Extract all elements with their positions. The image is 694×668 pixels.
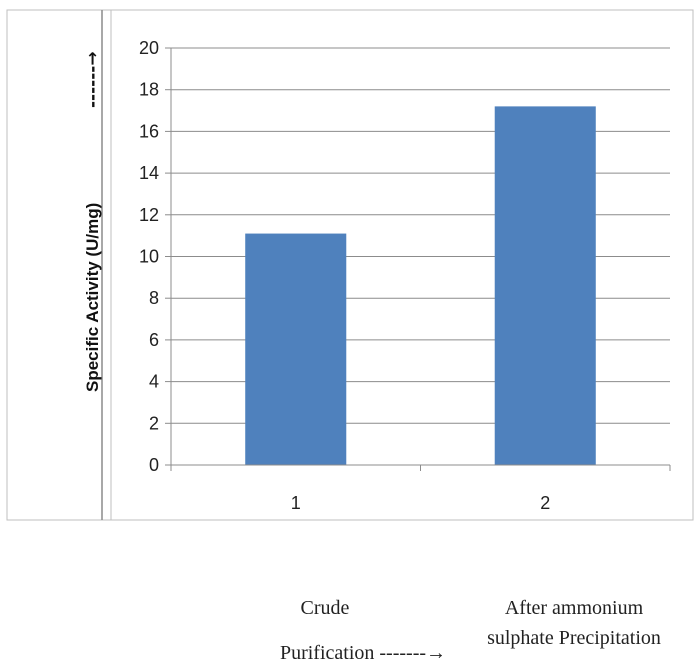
bar-1: [245, 233, 347, 465]
y-tick-label: 4: [149, 372, 159, 392]
y-axis-title: Specific Activity (U/mg): [83, 203, 102, 392]
after-line-1: After ammonium: [504, 597, 644, 619]
x-axis-purification-label: Purification -------→: [279, 642, 447, 664]
y-axis-arrow: ------→: [83, 51, 103, 108]
y-tick-label: 14: [139, 163, 159, 183]
after-line-2: sulphate Precipitation: [487, 627, 661, 649]
bar-2: [494, 106, 596, 465]
y-tick-labels: 0 2 4 6 8 10 12 14 16 18 20: [139, 38, 159, 475]
y-tick-label: 16: [139, 121, 159, 141]
y-tick-label: 6: [149, 330, 159, 350]
y-tick-label: 18: [139, 80, 159, 100]
y-tick-label: 20: [139, 38, 159, 58]
x-tick-label: 2: [540, 493, 550, 513]
bars: [245, 106, 596, 465]
y-tick-label: 0: [149, 455, 159, 475]
y-tick-label: 12: [139, 205, 159, 225]
y-tick-label: 8: [149, 288, 159, 308]
y-axis-arrow-group: ------→: [83, 51, 103, 108]
y-axis-title-group: Specific Activity (U/mg): [83, 203, 102, 392]
y-tick-label: 10: [139, 247, 159, 267]
axes: [165, 47, 671, 471]
x-tick-label: 1: [291, 493, 301, 513]
category-description-after-precipitation: After ammonium sulphate Precipitation: [444, 593, 694, 653]
category-description-crude: Crude: [300, 597, 350, 619]
y-tick-label: 2: [149, 413, 159, 433]
